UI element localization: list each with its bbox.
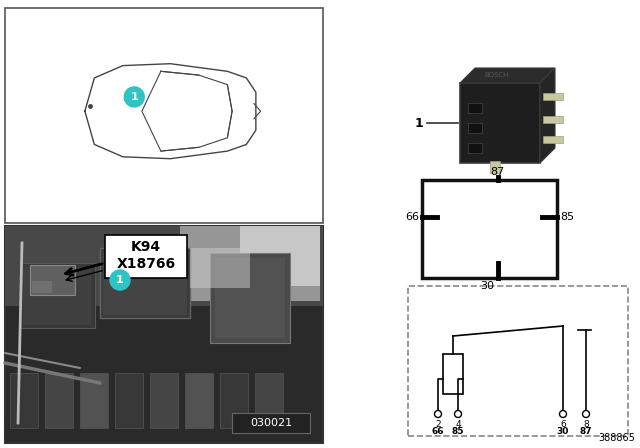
Bar xyxy=(150,373,178,428)
Text: 87: 87 xyxy=(490,167,504,177)
Bar xyxy=(210,253,290,343)
Text: 66: 66 xyxy=(432,427,444,436)
Bar xyxy=(468,123,482,133)
Circle shape xyxy=(454,410,461,418)
Text: K94: K94 xyxy=(131,240,161,254)
Bar xyxy=(443,354,463,394)
Bar xyxy=(5,226,323,443)
Text: 2: 2 xyxy=(435,420,441,429)
Text: 8: 8 xyxy=(583,420,589,429)
Text: 1: 1 xyxy=(116,275,124,285)
Bar xyxy=(32,281,52,293)
Text: X18766: X18766 xyxy=(116,257,175,271)
Bar xyxy=(5,226,323,306)
Bar xyxy=(185,373,213,428)
Text: 030021: 030021 xyxy=(250,418,292,428)
Bar xyxy=(180,226,320,301)
Polygon shape xyxy=(460,68,555,83)
Text: 87: 87 xyxy=(580,427,592,436)
Bar xyxy=(543,93,563,100)
Text: BOSCH: BOSCH xyxy=(485,72,509,78)
Bar xyxy=(20,263,95,328)
Bar xyxy=(23,267,91,325)
Polygon shape xyxy=(540,68,555,163)
Text: 1: 1 xyxy=(414,116,423,129)
Bar xyxy=(190,248,250,288)
Text: 66: 66 xyxy=(405,212,419,222)
Bar xyxy=(30,265,75,295)
Bar xyxy=(468,143,482,153)
Bar xyxy=(422,180,557,278)
Bar xyxy=(468,103,482,113)
Bar xyxy=(460,83,540,163)
Circle shape xyxy=(110,270,130,290)
Circle shape xyxy=(435,410,442,418)
Bar xyxy=(115,373,143,428)
Text: 85: 85 xyxy=(452,427,464,436)
Bar xyxy=(408,286,628,436)
Bar xyxy=(10,373,38,428)
Circle shape xyxy=(124,87,144,107)
Bar xyxy=(215,258,285,338)
Bar xyxy=(103,251,187,315)
Circle shape xyxy=(559,410,566,418)
Bar xyxy=(80,373,108,428)
Text: 388865: 388865 xyxy=(598,433,635,443)
Text: 85: 85 xyxy=(560,212,574,222)
Circle shape xyxy=(582,410,589,418)
Text: 30: 30 xyxy=(481,281,495,291)
Bar xyxy=(490,161,500,173)
Bar xyxy=(255,373,283,428)
Bar xyxy=(5,418,313,438)
Bar xyxy=(5,8,323,223)
Text: 1: 1 xyxy=(131,92,138,102)
Bar xyxy=(220,373,248,428)
Text: 30: 30 xyxy=(557,427,569,436)
Text: 6: 6 xyxy=(560,420,566,429)
Text: 4: 4 xyxy=(455,420,461,429)
Bar xyxy=(45,373,73,428)
Bar xyxy=(105,235,187,278)
Bar xyxy=(543,116,563,123)
Bar xyxy=(232,413,310,433)
Bar xyxy=(543,136,563,143)
Bar xyxy=(100,248,190,318)
Bar xyxy=(240,226,320,286)
